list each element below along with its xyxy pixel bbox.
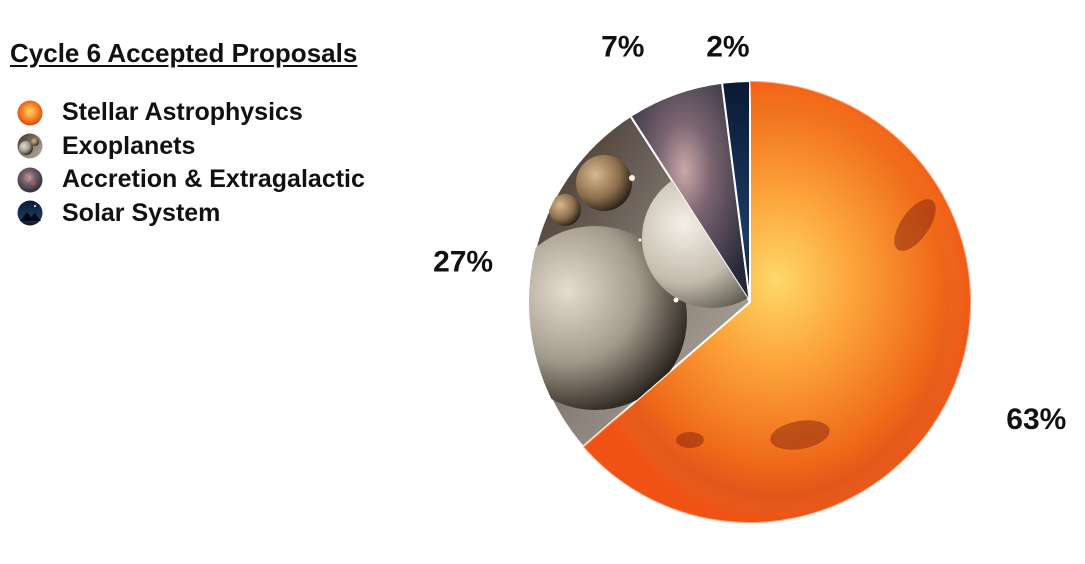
star-glint — [673, 297, 679, 303]
legend-item-accretion: Accretion & Extragalactic — [16, 163, 365, 197]
sunspot — [894, 199, 936, 251]
legend-item-stellar: Stellar Astrophysics — [16, 96, 365, 130]
pie-labels: 63% 27% 7% 2% — [433, 30, 1066, 436]
sunspot — [676, 432, 704, 448]
legend-item-exoplanets: Exoplanets — [16, 130, 365, 164]
chart-title: Cycle 6 Accepted Proposals — [10, 38, 358, 68]
legend: Stellar Astrophysics Exoplanets Accretio… — [16, 96, 365, 230]
sun-icon — [17, 100, 43, 126]
legend-label-exoplanets: Exoplanets — [62, 131, 196, 160]
pct-label-stellar: 63% — [1006, 403, 1066, 436]
legend-item-solar-system: Solar System — [16, 197, 365, 231]
legend-label-accretion: Accretion & Extragalactic — [62, 165, 365, 194]
planet — [529, 226, 687, 410]
pie-slice-solar-system — [720, 79, 751, 303]
legend-label-solar-system: Solar System — [62, 198, 221, 227]
planet — [549, 194, 581, 226]
star-glint — [638, 238, 642, 242]
sun-limb-glow — [582, 81, 972, 523]
planet — [576, 155, 632, 211]
star-glint — [629, 175, 635, 181]
pct-label-accretion: 7% — [601, 31, 644, 64]
planets-icon — [17, 133, 43, 159]
pct-label-exoplanets: 27% — [433, 246, 493, 279]
night-sky-icon — [17, 200, 43, 226]
sunspot — [770, 420, 830, 450]
galaxy-icon — [17, 167, 43, 193]
legend-label-stellar: Stellar Astrophysics — [62, 98, 303, 127]
pct-label-solar-system: 2% — [706, 30, 749, 63]
